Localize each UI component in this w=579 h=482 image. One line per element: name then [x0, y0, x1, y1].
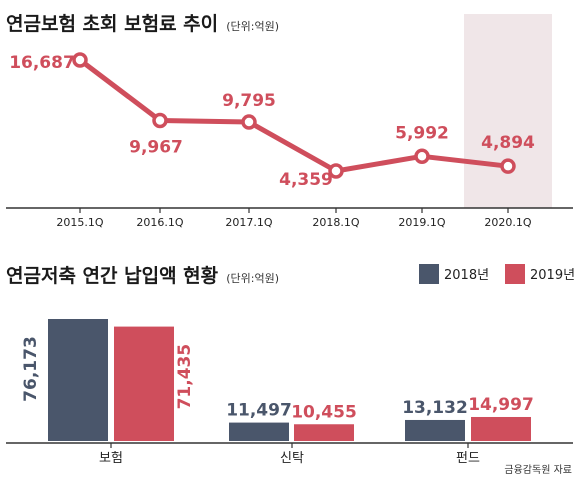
- bar-chart-unit: (단위:억원): [226, 272, 279, 285]
- legend-swatch-2018: [419, 264, 439, 284]
- line-tick-label: 2015.1Q: [56, 216, 103, 229]
- legend-swatch-2019: [505, 264, 525, 284]
- bar-category-label: 펀드: [456, 451, 480, 466]
- line-tick-label: 2020.1Q: [484, 216, 531, 229]
- line-point: [241, 114, 257, 130]
- line-data-label: 5,992: [395, 123, 449, 143]
- line-tick-label: 2018.1Q: [312, 216, 359, 229]
- bar-layer: 76,173 71,435 보험 11,497 10,455 신탁 13,132 14,997…: [21, 319, 534, 466]
- legend-label-2019: 2019년: [530, 268, 575, 283]
- bar-category-label: 신탁: [280, 451, 304, 466]
- legend: 2018년 2019년: [419, 264, 575, 284]
- legend-label-2018: 2018년: [444, 268, 489, 283]
- source-note: 금융감독원 자료: [504, 464, 572, 476]
- bar-data-label: 11,497: [226, 401, 292, 421]
- bar-data-label: 13,132: [402, 398, 468, 418]
- svg-text:연금보험 초회 보험료 추이 (단위:억원): 연금보험 초회 보험료 추이 (단위:억원): [6, 13, 279, 35]
- line-chart-title: 연금보험 초회 보험료 추이: [6, 13, 218, 35]
- line-data-label: 9,967: [129, 138, 183, 158]
- line-layer: 16,687 2015.1Q 9,967 2016.1Q 9,795 2017.1Q 4,3…: [9, 52, 535, 229]
- bar-2019: [294, 424, 354, 441]
- svg-text:연금저축 연간 납입액 현황 (단위:억원): 연금저축 연간 납입액 현황 (단위:억원): [6, 264, 279, 287]
- bar-data-label: 10,455: [291, 402, 357, 422]
- line-chart-unit: (단위:억원): [226, 20, 279, 33]
- bar-data-label: 14,997: [468, 395, 534, 415]
- line-point: [414, 148, 430, 165]
- line-data-label: 9,795: [222, 91, 276, 111]
- highlight-band: [464, 14, 552, 208]
- line-data-label: 4,894: [481, 133, 535, 153]
- bar-2018: [229, 422, 289, 441]
- line-data-label: 16,687: [9, 53, 75, 73]
- bar-2018: [48, 319, 108, 441]
- bar-2018: [405, 419, 465, 441]
- bar-category-label: 보험: [99, 451, 123, 466]
- bar-2019: [114, 326, 174, 441]
- line-point: [72, 52, 88, 68]
- line-data-label: 4,359: [279, 170, 333, 190]
- bar-data-label: 71,435: [175, 344, 195, 410]
- line-point: [500, 158, 516, 174]
- line-tick-label: 2019.1Q: [398, 216, 445, 229]
- bar-2019: [471, 416, 531, 441]
- bar-data-label: 76,173: [21, 336, 41, 402]
- line-point: [152, 112, 168, 129]
- line-series: [77, 57, 511, 174]
- bar-chart-title: 연금저축 연간 납입액 현황: [6, 264, 219, 287]
- line-tick-label: 2016.1Q: [136, 216, 183, 229]
- line-point: [328, 163, 344, 179]
- line-tick-label: 2017.1Q: [225, 216, 272, 229]
